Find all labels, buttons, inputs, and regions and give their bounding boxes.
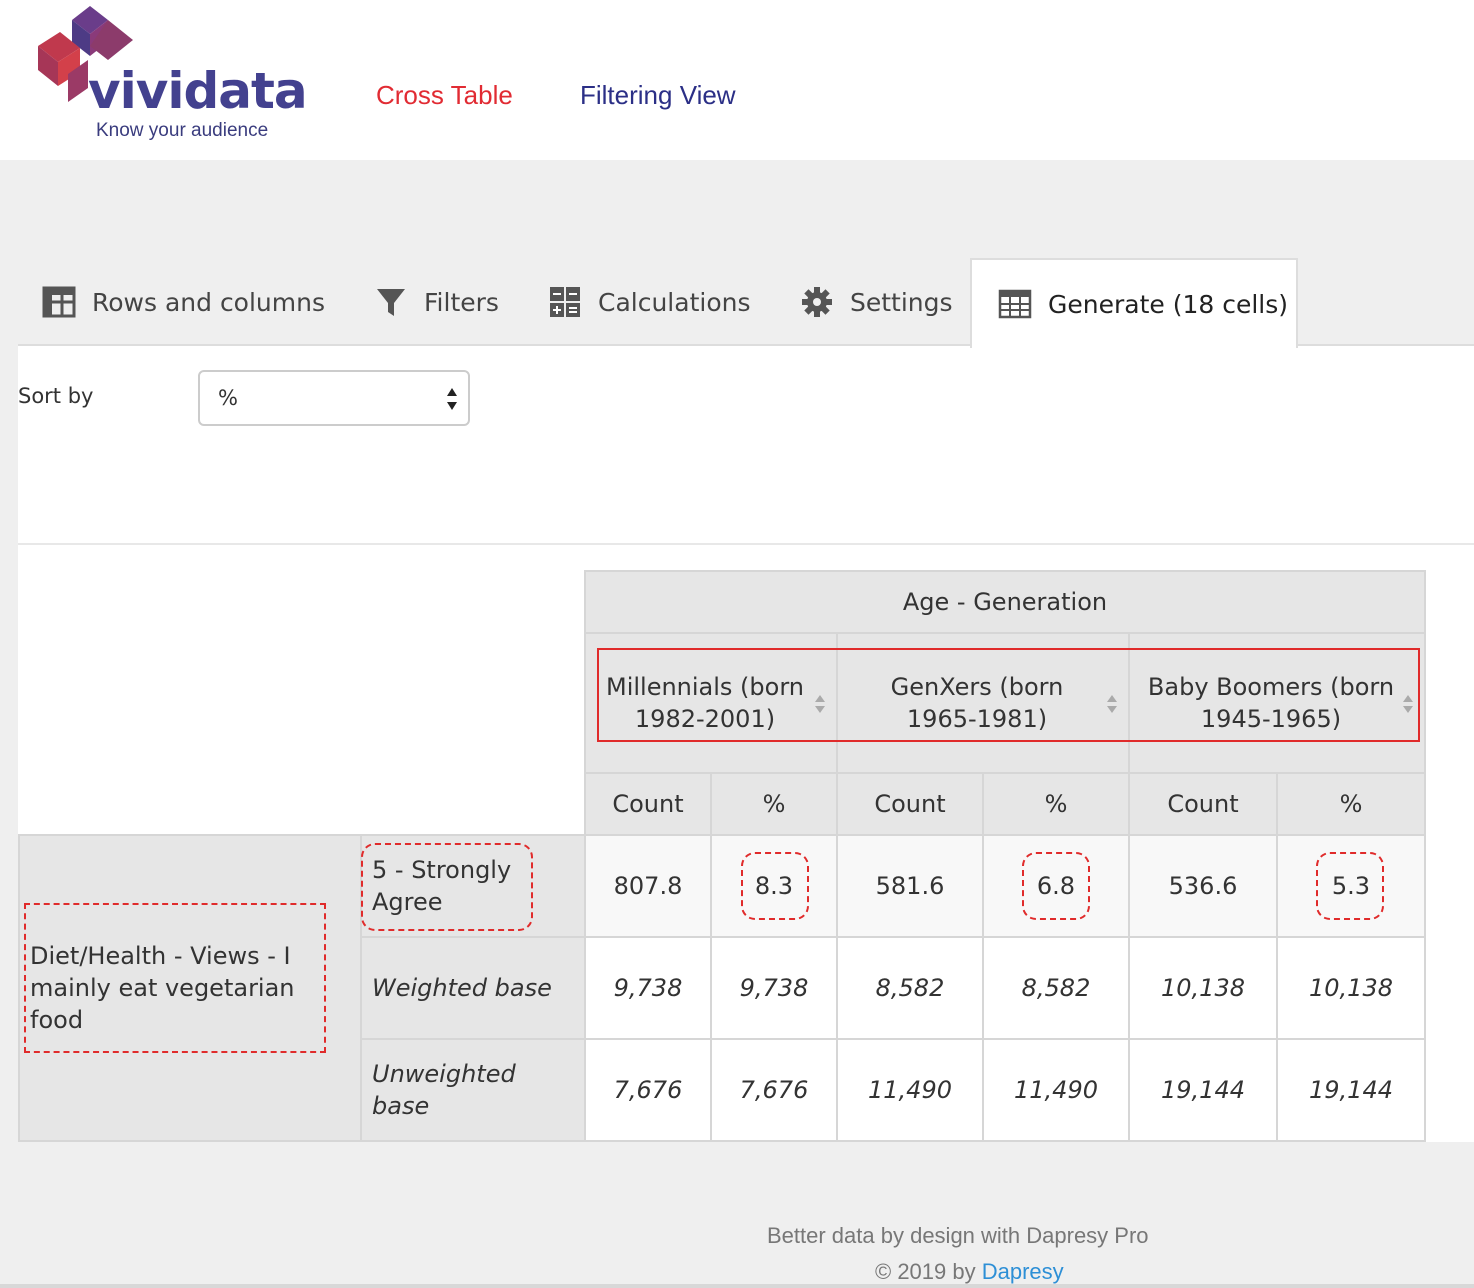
group-header: Age - Generation xyxy=(584,570,1426,634)
subheader-percent: % xyxy=(710,772,838,836)
cross-table: Age - Generation Millennials (born 1982-2… xyxy=(18,570,1426,1142)
table-cell: 6.8 xyxy=(982,834,1130,938)
sort-by-select[interactable]: % xyxy=(198,370,470,426)
subheader-count: Count xyxy=(836,772,984,836)
footer-copyright: © 2019 by Dapresy xyxy=(875,1259,1064,1284)
table-cell: 807.8 xyxy=(584,834,712,938)
nav-filtering-view[interactable]: Filtering View xyxy=(580,80,736,110)
filter-icon xyxy=(374,285,408,319)
vividata-logo[interactable]: vividata Know your audience xyxy=(18,4,328,144)
sort-icon[interactable] xyxy=(814,693,826,715)
table-cell: 11,490 xyxy=(836,1038,984,1142)
table-cell: 11,490 xyxy=(982,1038,1130,1142)
app-header: vividata Know your audience Cross Table … xyxy=(0,0,1474,160)
table-cell: 10,138 xyxy=(1276,936,1426,1040)
cross-table-panel: Rows and columns Filters Calculations Se… xyxy=(18,258,1474,1142)
tab-bar: Rows and columns Filters Calculations Se… xyxy=(18,258,1474,348)
tab-generate-label: Generate (18 cells) xyxy=(1048,289,1289,319)
table-cell: 10,138 xyxy=(1128,936,1278,1040)
nav-cross-table[interactable]: Cross Table xyxy=(376,80,513,110)
subheader-percent: % xyxy=(1276,772,1426,836)
table-cell: 5.3 xyxy=(1276,834,1426,938)
tab-filters-label: Filters xyxy=(424,287,499,317)
page-footer: Better data by design with Dapresy Pro ©… xyxy=(767,1218,1267,1288)
tab-filters[interactable]: Filters xyxy=(374,258,499,346)
table-cell: 9,738 xyxy=(584,936,712,1040)
tab-settings[interactable]: Settings xyxy=(800,258,953,346)
tab-generate[interactable]: Generate (18 cells) xyxy=(970,258,1298,348)
footer-tagline: Better data by design with Dapresy Pro xyxy=(767,1223,1149,1248)
dapresy-link[interactable]: Dapresy xyxy=(981,1259,1064,1284)
column-header-genxers[interactable]: GenXers (born 1965-1981) xyxy=(836,632,1130,774)
logo-wordmark: vividata xyxy=(88,62,308,120)
table-cell: 8.3 xyxy=(710,834,838,938)
subheader-count: Count xyxy=(1128,772,1278,836)
logo-cubes-icon xyxy=(38,6,133,102)
sort-by-label: Sort by xyxy=(18,384,94,408)
row-label-strongly-agree: 5 - Strongly Agree xyxy=(360,834,586,938)
subheader-percent: % xyxy=(982,772,1130,836)
table-icon xyxy=(998,287,1032,321)
table-cell: 7,676 xyxy=(710,1038,838,1142)
gear-icon xyxy=(800,285,834,319)
tab-rows-and-columns[interactable]: Rows and columns xyxy=(42,258,325,346)
column-header-baby-boomers[interactable]: Baby Boomers (born 1945-1965) xyxy=(1128,632,1426,774)
table-corner xyxy=(19,571,585,836)
row-label-weighted-base: Weighted base xyxy=(360,936,586,1040)
tab-settings-label: Settings xyxy=(850,287,953,317)
table-cell: 8,582 xyxy=(836,936,984,1040)
sort-icon[interactable] xyxy=(1106,693,1118,715)
table-cell: 19,144 xyxy=(1276,1038,1426,1142)
tab-calculations[interactable]: Calculations xyxy=(548,258,751,346)
calculator-icon xyxy=(548,285,582,319)
table-cell: 7,676 xyxy=(584,1038,712,1142)
section-divider xyxy=(18,543,1474,545)
table-cell: 19,144 xyxy=(1128,1038,1278,1142)
tab-calculations-label: Calculations xyxy=(598,287,751,317)
sort-by-value: % xyxy=(218,386,238,410)
row-label-unweighted-base: Unweighted base xyxy=(360,1038,586,1142)
tab-rows-label: Rows and columns xyxy=(92,287,325,317)
select-arrows-icon xyxy=(447,388,457,410)
subheader-count: Count xyxy=(584,772,712,836)
column-header-millennials[interactable]: Millennials (born 1982-2001) xyxy=(584,632,838,774)
table-cell: 9,738 xyxy=(710,936,838,1040)
logo-tagline: Know your audience xyxy=(96,120,269,141)
table-cell: 581.6 xyxy=(836,834,984,938)
page-bottom-border xyxy=(0,1284,1474,1288)
sort-icon[interactable] xyxy=(1402,693,1414,715)
table-cell: 8,582 xyxy=(982,936,1130,1040)
table-cell: 536.6 xyxy=(1128,834,1278,938)
grid-icon xyxy=(42,285,76,319)
